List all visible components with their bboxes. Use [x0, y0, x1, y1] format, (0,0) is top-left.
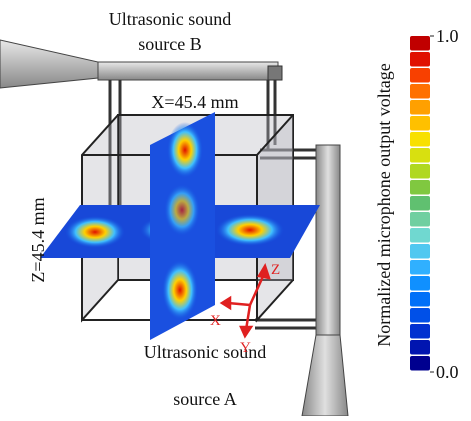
- colorbar-segment: [410, 52, 430, 67]
- axis-z-label: Z: [271, 262, 280, 278]
- label-z-size: Z=45.4 mm: [28, 197, 48, 282]
- figure: Ultrasonic sound source B X=45.4 mm Z=45…: [0, 0, 471, 416]
- colorbar-segment: [410, 132, 430, 147]
- colorbar-segment: [410, 180, 430, 195]
- colorbar-segment: [410, 68, 430, 83]
- colorbar-segment: [410, 324, 430, 339]
- label-source-a: source A: [173, 389, 236, 409]
- colorbar: 1.0 0.0: [410, 26, 459, 382]
- label-source-b: source B: [138, 34, 201, 54]
- tube-b: [98, 62, 278, 80]
- label-source-b: Ultrasonic sound: [109, 9, 231, 29]
- colorbar-segment: [410, 340, 430, 355]
- colorbar-segment: [410, 292, 430, 307]
- colorbar-segment: [410, 244, 430, 259]
- colorbar-segment: [410, 36, 430, 51]
- colorbar-tick-label: 1.0: [436, 26, 459, 46]
- colorbar-segment: [410, 100, 430, 115]
- colorbar-segment: [410, 228, 430, 243]
- colorbar-segment: [410, 308, 430, 323]
- horn-b: [0, 40, 98, 88]
- horn-a: [302, 335, 348, 416]
- colorbar-segment: [410, 356, 430, 371]
- tower: [316, 145, 340, 335]
- colorbar-tick-label: 0.0: [436, 362, 459, 382]
- colorbar-segment: [410, 84, 430, 99]
- colorbar-segment: [410, 148, 430, 163]
- vertical-plane: [150, 112, 215, 340]
- colorbar-segment: [410, 164, 430, 179]
- colorbar-label: Normalized microphone output voltage: [374, 63, 394, 346]
- cap-b: [268, 66, 282, 80]
- colorbar-segment: [410, 196, 430, 211]
- colorbar-segment: [410, 116, 430, 131]
- colorbar-segment: [410, 212, 430, 227]
- label-x-size: X=45.4 mm: [151, 92, 238, 112]
- axis-y-label: Y: [240, 340, 251, 356]
- colorbar-segment: [410, 276, 430, 291]
- colorbar-segment: [410, 260, 430, 275]
- axis-x-label: X: [210, 313, 221, 329]
